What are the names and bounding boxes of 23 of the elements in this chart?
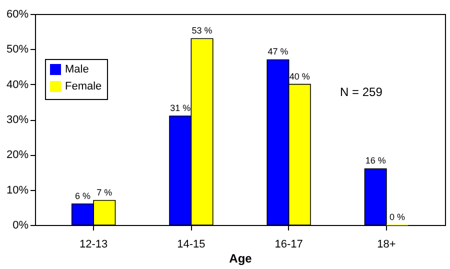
x-tick-label: 12-13 [80,238,108,250]
x-tick-label: 18+ [377,238,396,250]
legend-label: Female [65,80,102,92]
data-label: 40 % [289,71,310,82]
y-tick-label: 20% [6,149,29,162]
data-label: 6 % [74,190,90,201]
x-tick-label: 14-15 [177,238,206,250]
y-tick-label: 50% [6,44,29,56]
y-tick-label: 10% [6,184,29,196]
data-label: 0 % [390,212,406,222]
x-axis-title: Age [229,252,252,266]
y-tick-label: 0% [12,220,29,232]
y-tick-label: 40% [6,78,29,91]
data-label: 53 % [192,26,212,36]
y-tick-label: 30% [6,114,29,126]
data-label: 7 % [96,187,112,198]
legend-label: Male [65,64,89,76]
data-label: 47 % [268,46,288,57]
y-tick-label: 60% [6,8,29,20]
annotation: N = 259 [340,85,383,99]
x-tick-label: 16-17 [274,238,303,250]
data-label: 31 % [170,102,191,113]
data-label: 16 % [365,156,386,166]
